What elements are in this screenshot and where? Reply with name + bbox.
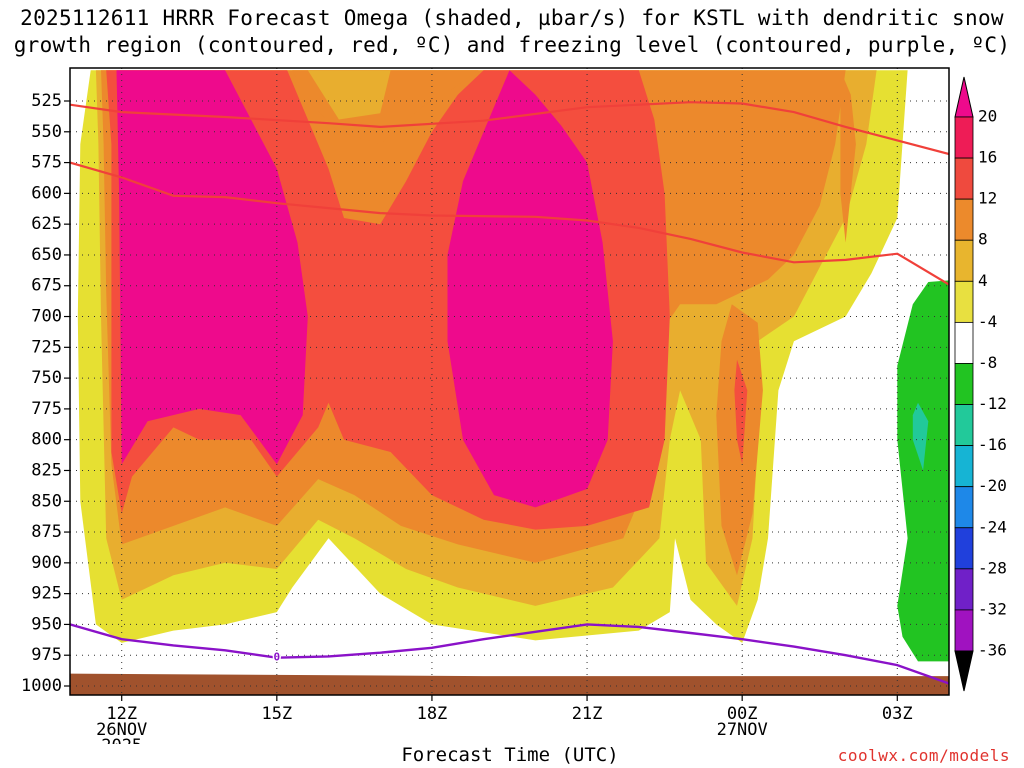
x-axis-title: Forecast Time (UTC) xyxy=(401,744,619,766)
colorbar-segment xyxy=(954,321,974,364)
y-tick-label: 775 xyxy=(31,399,62,419)
colorbar-segment xyxy=(954,609,974,652)
y-tick-label: 650 xyxy=(31,245,62,265)
colorbar-label: -28 xyxy=(978,558,1007,577)
colorbar-label: 8 xyxy=(978,230,988,249)
plot-frame xyxy=(69,67,950,696)
y-tick-label: 1000 xyxy=(21,676,62,696)
colorbar-label: -16 xyxy=(978,435,1007,454)
colorbar-segment xyxy=(954,363,974,405)
x-tick-label: 27NOV xyxy=(717,720,768,740)
y-tick-label: 575 xyxy=(31,153,62,173)
x-tick-label: 15Z xyxy=(261,704,292,724)
x-tick-label: 03Z xyxy=(882,704,913,724)
colorbar-segment xyxy=(954,486,974,529)
cross-section-chart: 0 52555057560062565067570072575077580082… xyxy=(21,67,1007,744)
y-tick-label: 875 xyxy=(31,522,62,542)
colorbar-segment xyxy=(954,404,974,447)
ground-fill xyxy=(70,673,949,695)
colorbar-top-triangle xyxy=(954,76,974,118)
y-tick-label: 625 xyxy=(31,214,62,234)
colorbar-label: -24 xyxy=(978,517,1007,536)
y-tick-label: 925 xyxy=(31,584,62,604)
y-tick-label: 525 xyxy=(31,91,62,111)
x-tick-label: 00Z xyxy=(727,704,758,724)
colorbar-segment xyxy=(954,280,974,323)
chart-title-line-2: growth region (contoured, red, ºC) and f… xyxy=(13,33,1011,57)
colorbar-label: -20 xyxy=(978,476,1007,495)
x-tick-label: 18Z xyxy=(417,704,448,724)
colorbar-segment xyxy=(954,527,974,570)
colorbar-label: 16 xyxy=(978,148,997,167)
omega-fill-neg-8-12 xyxy=(912,402,929,471)
y-tick-label: 975 xyxy=(31,645,62,665)
colorbar-label: 12 xyxy=(978,189,997,208)
colorbar-segment xyxy=(954,198,974,241)
colorbar-label: -12 xyxy=(978,394,1007,413)
y-tick-label: 950 xyxy=(31,614,62,634)
omega-fill-neg-4-8 xyxy=(897,280,949,662)
y-tick-label: 850 xyxy=(31,491,62,511)
chart-title-line-1: 2025112611 HRRR Forecast Omega (shaded, … xyxy=(20,6,1004,30)
colorbar-segment xyxy=(954,239,974,282)
freezing-level-label: 0 xyxy=(274,650,281,663)
credit-link[interactable]: coolwx.com/models xyxy=(837,746,1010,765)
x-tick-label: 21Z xyxy=(572,704,603,724)
omega-fill-ge20-2 xyxy=(447,70,613,508)
y-tick-label: 675 xyxy=(31,276,62,296)
omega-fill-8-12-b xyxy=(307,70,391,120)
y-tick-label: 900 xyxy=(31,553,62,573)
y-tick-label: 550 xyxy=(31,122,62,142)
dgz-contour-2 xyxy=(70,161,949,286)
colorbar-label: -4 xyxy=(978,312,997,331)
x-tick-label: 12Z xyxy=(106,704,137,724)
freezing-level-contour xyxy=(70,623,949,685)
y-tick-label: 700 xyxy=(31,307,62,327)
colorbar-bottom-triangle xyxy=(954,650,974,692)
y-tick-label: 750 xyxy=(31,368,62,388)
y-tick-label: 825 xyxy=(31,460,62,480)
colorbar-segment xyxy=(954,568,974,611)
colorbar-label: -32 xyxy=(978,599,1007,618)
y-tick-label: 600 xyxy=(31,183,62,203)
colorbar-label: -8 xyxy=(978,353,997,372)
x-tick-label: 2025 xyxy=(101,736,142,744)
y-tick-label: 800 xyxy=(31,430,62,450)
omega-fill-12-16-d xyxy=(840,70,856,243)
colorbar-label: -36 xyxy=(978,641,1007,660)
colorbar-label: 4 xyxy=(978,271,988,290)
colorbar-segment xyxy=(954,157,974,200)
colorbar-segment xyxy=(954,116,974,159)
y-tick-label: 725 xyxy=(31,337,62,357)
omega-fill-ge20 xyxy=(116,70,308,465)
x-tick-label: 26NOV xyxy=(96,720,147,740)
dgz-contour-1 xyxy=(70,101,949,156)
omega-fill-16-20-c xyxy=(734,359,748,465)
colorbar-segment xyxy=(954,445,974,488)
colorbar-label: 20 xyxy=(978,107,997,126)
